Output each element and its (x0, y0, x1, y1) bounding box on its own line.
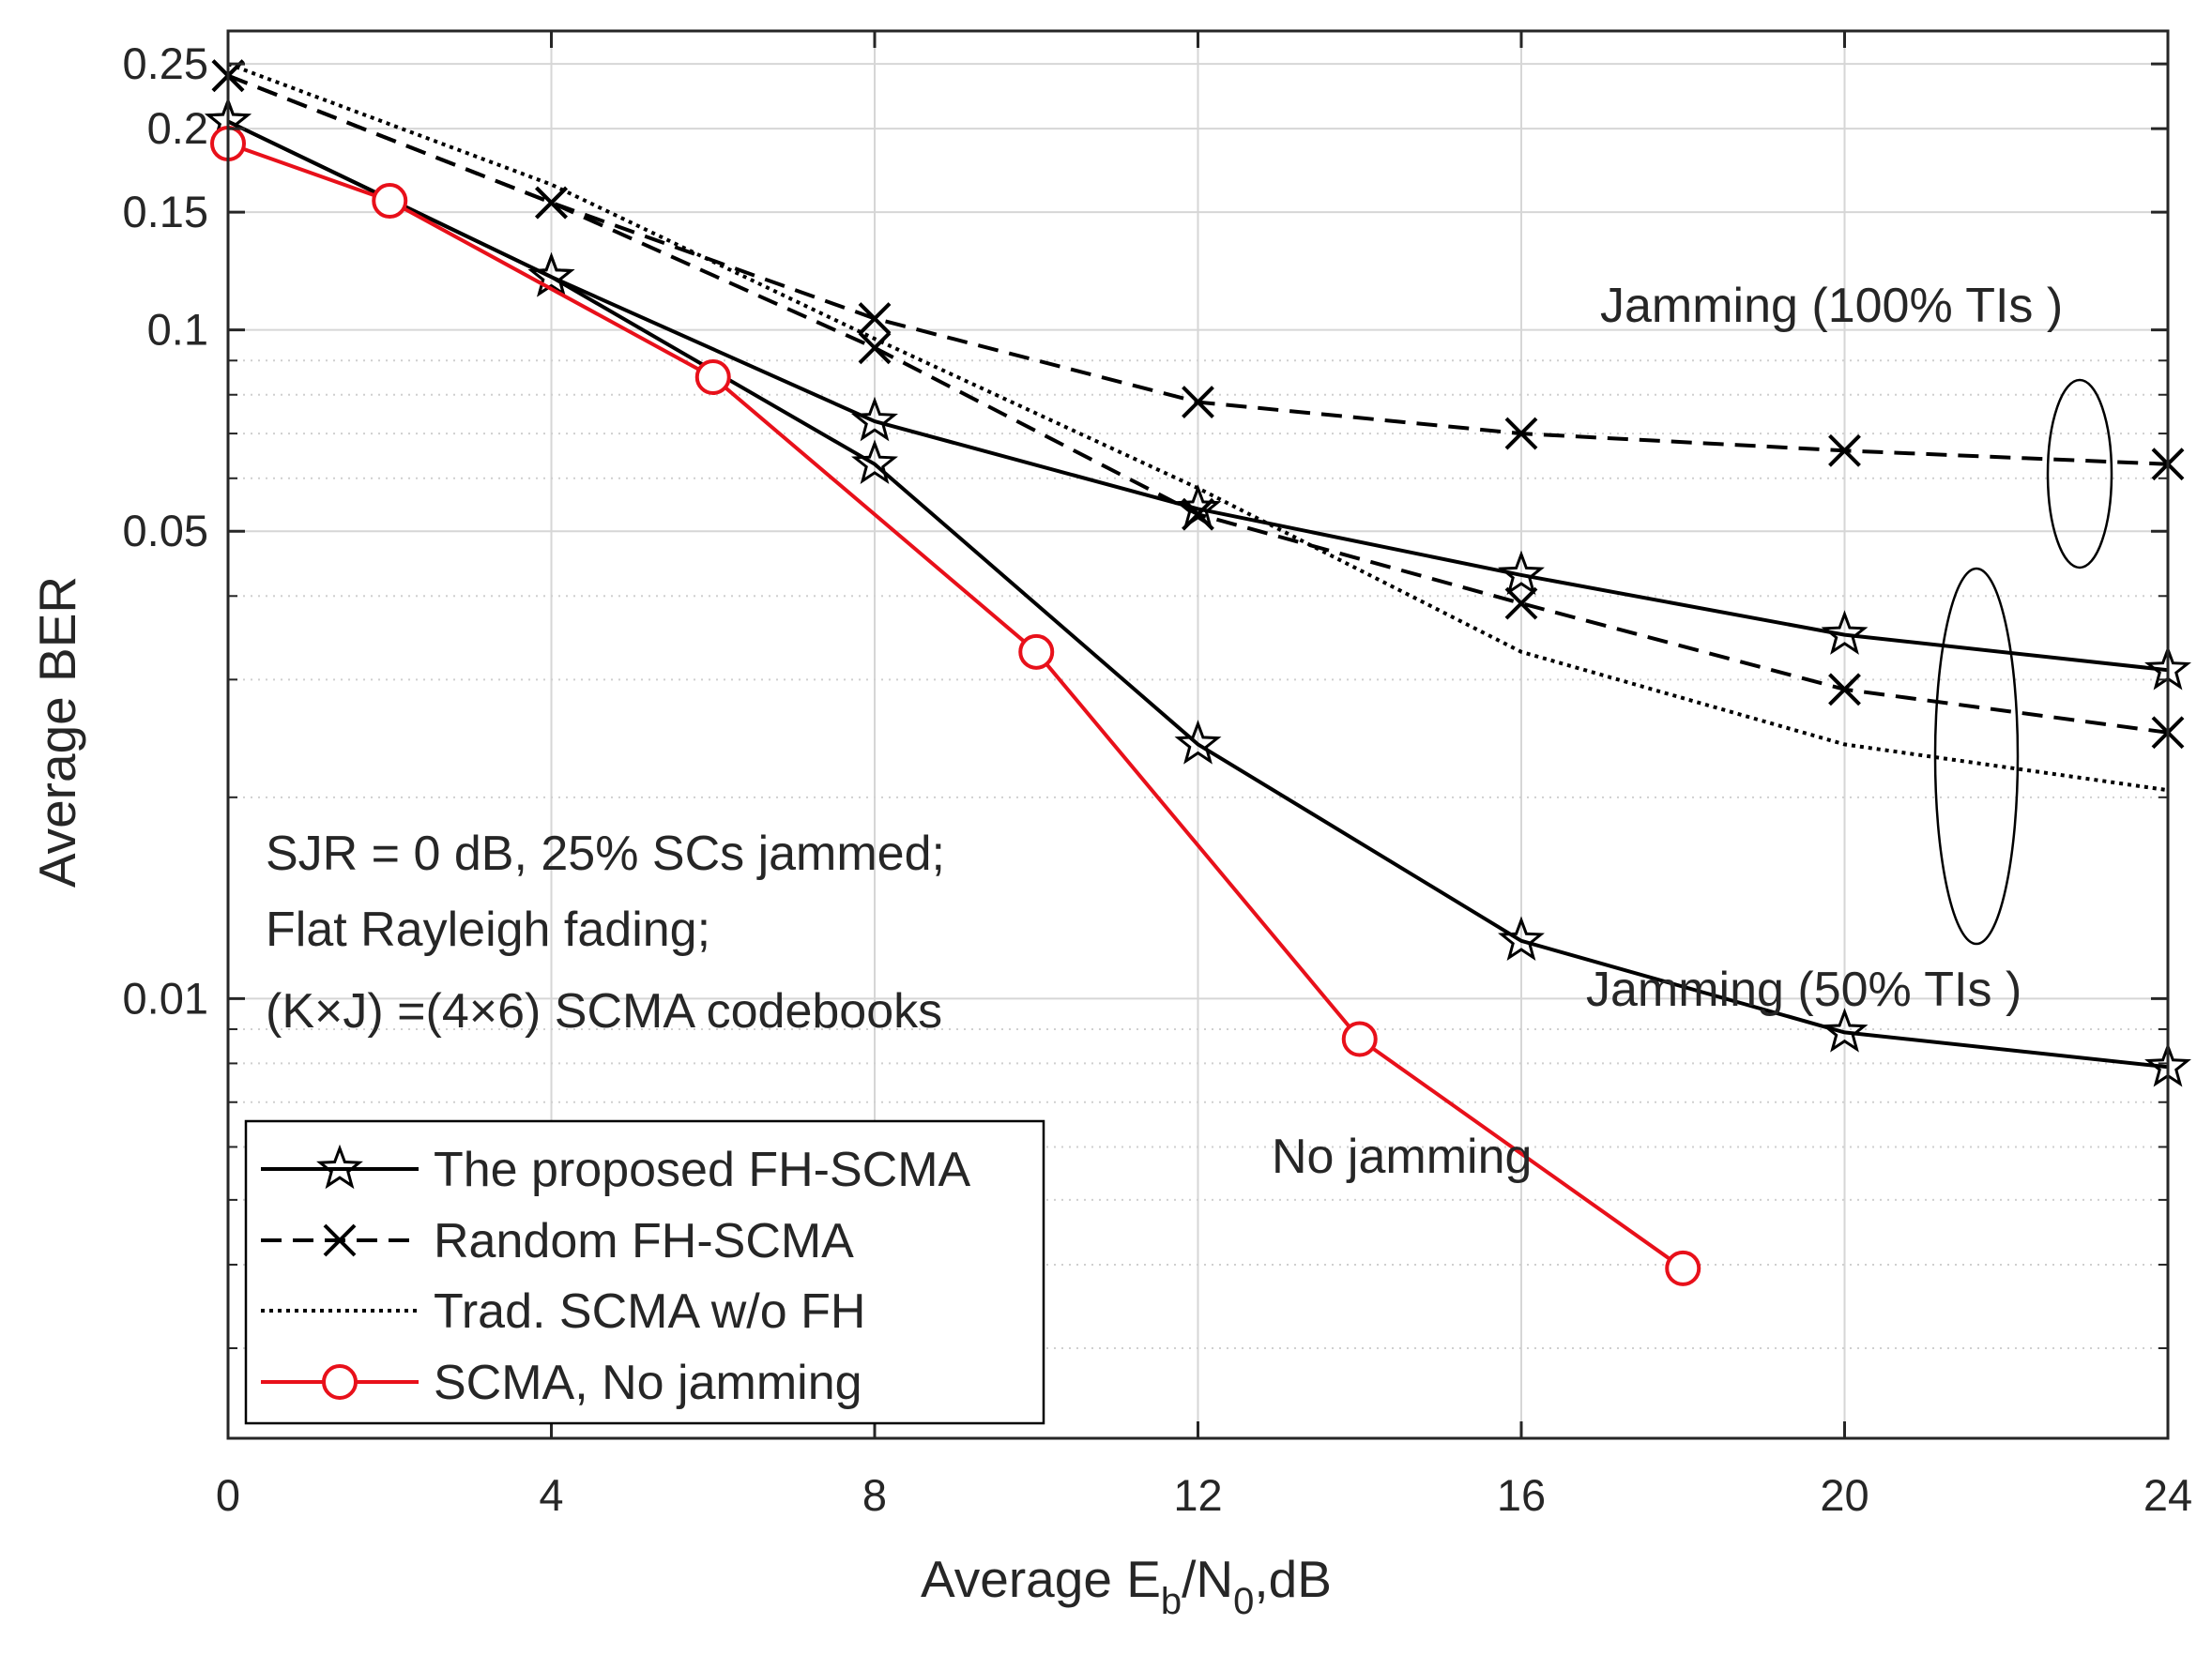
x-tick-label: 8 (862, 1470, 887, 1520)
series-point-x (1828, 433, 1861, 467)
x-tick-label: 12 (1173, 1470, 1222, 1520)
series-point-star (1498, 916, 1545, 962)
y-tick-label: 0.05 (123, 506, 208, 555)
series-point-star (851, 396, 898, 442)
x-tick-label: 4 (539, 1470, 563, 1520)
series-point-star (1821, 610, 1869, 655)
series-point-star (1174, 484, 1222, 529)
y-tick-label: 0.01 (123, 973, 208, 1023)
series-point-star (1498, 550, 1545, 596)
x-tick-label: 0 (216, 1470, 240, 1520)
series-point-circle (1018, 633, 1055, 670)
series-point-x (1504, 417, 1538, 450)
legend-label-trad: Trad. SCMA w/o FH (434, 1284, 865, 1339)
condition-line-2: Flat Rayleigh fading; (266, 903, 710, 957)
jamming-50-ellipse (1933, 567, 2020, 946)
legend-label-random: Random FH-SCMA (434, 1214, 854, 1268)
series-point-circle (1341, 1021, 1378, 1057)
legend-item-random: Random FH-SCMA (261, 1214, 854, 1268)
series-point-star (1174, 720, 1222, 765)
series-point-circle (1665, 1250, 1701, 1286)
x-axis-label: Average Eb/N0,dB (921, 1550, 1332, 1622)
series-point-star (1821, 1008, 1869, 1053)
series-point-x (858, 302, 892, 335)
legend-label-no-jamming: SCMA, No jamming (434, 1356, 862, 1410)
series-point-x (1182, 497, 1214, 531)
condition-line-1: SJR = 0 dB, 25% SCs jammed; (266, 827, 945, 881)
series-point-star (527, 251, 575, 297)
y-tick-label: 0.2 (147, 103, 208, 153)
legend-circle-marker (322, 1364, 358, 1400)
y-tick-label: 0.25 (123, 38, 208, 88)
series-line-4 (227, 62, 2169, 793)
series (205, 59, 2191, 1286)
no-jamming-label: No jamming (1272, 1130, 1532, 1184)
legend-star-marker (316, 1144, 363, 1190)
legend-box (244, 1119, 1045, 1425)
legend: The proposed FH-SCMA Random FH-SCMA Trad… (244, 1119, 1045, 1425)
x-tick-label: 24 (2143, 1470, 2192, 1520)
legend-item-no-jamming: SCMA, No jamming (261, 1356, 862, 1410)
series-point-x (858, 331, 892, 365)
legend-label-proposed: The proposed FH-SCMA (434, 1143, 971, 1197)
jamming-100-label: Jamming (100% TIs ) (1600, 279, 2063, 333)
series-point-x (1504, 586, 1538, 620)
legend-item-trad: Trad. SCMA w/o FH (261, 1284, 865, 1339)
series-line-1 (227, 119, 2169, 1070)
series-point-circle (694, 358, 731, 395)
series-point-x (1182, 386, 1214, 418)
legend-x-marker (323, 1223, 357, 1257)
jamming-100-ellipse (2046, 378, 2113, 569)
jamming-50-label: Jamming (50% TIs ) (1586, 963, 2021, 1017)
y-axis-label: Average BER (28, 576, 86, 888)
series-point-x (535, 186, 568, 220)
x-tick-label: 20 (1820, 1470, 1869, 1520)
legend-item-proposed: The proposed FH-SCMA (261, 1143, 971, 1197)
condition-line-3: (K×J) =(4×6) SCMA codebooks (266, 984, 942, 1039)
series-point-star (851, 439, 898, 484)
series-point-circle (372, 183, 408, 220)
series-line-5 (227, 142, 1685, 1270)
axes: 0 4 8 12 16 20 24 0.25 0.2 0.15 0.1 0.05 0.01 (123, 29, 2192, 1520)
y-tick-label: 0.1 (147, 305, 208, 355)
y-tick-label: 0.15 (123, 187, 208, 236)
series-point-x (1828, 673, 1861, 706)
x-tick-label: 16 (1497, 1470, 1546, 1520)
